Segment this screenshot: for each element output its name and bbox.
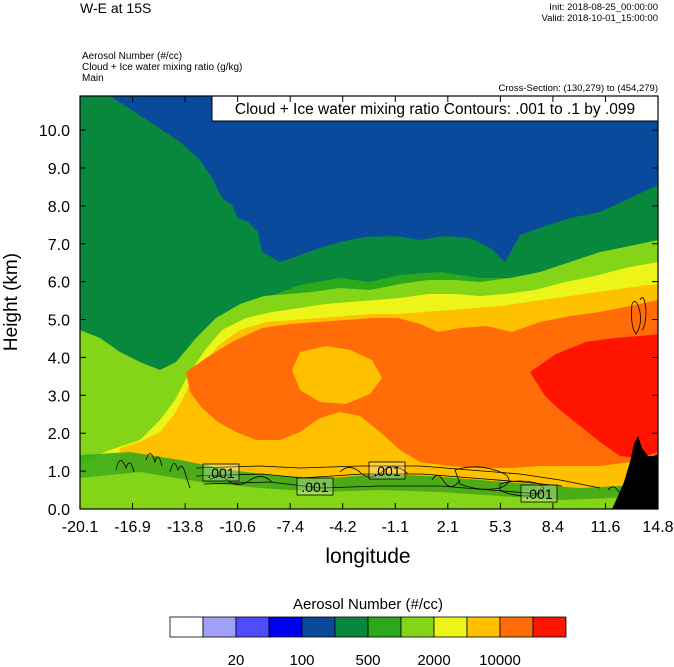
field-label-aerosol: Aerosol Number (#/cc) [82, 51, 183, 62]
valid-time: Valid: 2018-10-01_15:00:00 [541, 13, 658, 24]
colorbar-labels: 20 100 500 2000 10000 [228, 652, 521, 667]
cloud-contours [115, 297, 647, 499]
x-tick-label: 8.4 [542, 519, 564, 536]
contour-info-box [211, 95, 659, 122]
contour-label-box-4 [520, 484, 558, 503]
colorbar-swatch [400, 616, 435, 638]
field-orange [186, 300, 658, 468]
colorbar-swatch [235, 616, 270, 638]
colorbar-swatch [532, 616, 567, 638]
field-label-cloud: Cloud + Ice water mixing ratio (g/kg) [82, 62, 243, 73]
colorbar-swatch [367, 616, 402, 638]
x-tick-label: 14.8 [642, 519, 673, 536]
y-tick-label: 6.0 [48, 275, 70, 292]
chart-title: W-E at 15S [80, 0, 152, 16]
y-axis-label: Height (km) [1, 253, 22, 351]
colorbar-swatch [499, 616, 534, 638]
field-lime-surface [80, 472, 658, 509]
field-gold-pocket [292, 346, 382, 404]
y-tick-label: 10.0 [39, 123, 70, 140]
colorbar-swatch [169, 616, 204, 638]
colorbar-swatch [301, 616, 336, 638]
x-tick-label: -20.1 [62, 519, 99, 536]
y-axis: 0.0 1.0 2.0 3.0 4.0 5.0 6.0 7.0 8.0 9.0 10.0 [39, 123, 658, 519]
y-tick-label: 2.0 [48, 426, 70, 443]
y-tick-label: 4.0 [48, 350, 70, 367]
x-axis-label: longitude [325, 545, 410, 568]
y-tick-label: 7.0 [48, 237, 70, 254]
contour-label-1: .001 [207, 465, 234, 481]
colorbar-label: 100 [289, 652, 314, 667]
contour-label-boxes: .001 .001 .001 .001 [202, 461, 558, 503]
field-darkblue [110, 96, 658, 262]
colorbar-swatch [334, 616, 369, 638]
colorbar [169, 616, 567, 638]
cross-section-label: Cross-Section: (130,279) to (454,279) [498, 83, 658, 94]
y-tick-label: 5.0 [48, 313, 70, 330]
heatmap-plot [80, 96, 658, 509]
x-tick-label: 11.6 [590, 519, 620, 536]
x-axis: -20.1 -16.9 -13.8 -10.6 -7.4 -4.2 -1.1 2.1 5.3 8.… [62, 96, 674, 536]
colorbar-label: 20 [228, 652, 245, 667]
colorbar-title: Aerosol Number (#/cc) [293, 596, 443, 613]
x-tick-label: -4.2 [329, 519, 357, 536]
plot-frame [79, 95, 659, 510]
x-tick-label: -7.4 [276, 519, 304, 536]
y-tick-label: 8.0 [48, 199, 70, 216]
y-tick-label: 1.0 [48, 464, 70, 481]
colorbar-label: 2000 [417, 652, 450, 667]
field-label-main: Main [82, 73, 104, 84]
colorbar-label: 10000 [479, 652, 521, 667]
contour-label-2: .001 [301, 479, 328, 495]
contour-label-box-2 [296, 477, 334, 496]
y-tick-label: 9.0 [48, 161, 70, 178]
x-tick-label: 5.3 [489, 519, 511, 536]
field-red [530, 334, 658, 458]
colorbar-swatch [202, 616, 237, 638]
colorbar-swatch [466, 616, 501, 638]
x-tick-label: -1.1 [381, 519, 409, 536]
colorbar-label: 500 [355, 652, 380, 667]
colorbar-swatch [433, 616, 468, 638]
contour-label-4: .001 [525, 486, 552, 502]
x-tick-label: -16.9 [114, 519, 151, 536]
terrain [612, 436, 658, 509]
y-tick-label: 3.0 [48, 388, 70, 405]
x-tick-label: -13.8 [167, 519, 204, 536]
contour-label-box-1 [202, 463, 240, 482]
y-tick-label: 0.0 [48, 502, 70, 519]
contour-label-box-3 [368, 461, 406, 480]
init-time: Init: 2018-08-25_00:00:00 [549, 2, 658, 13]
colorbar-swatch [268, 616, 303, 638]
x-tick-label: -10.6 [219, 519, 256, 536]
contour-label-3: .001 [373, 463, 400, 479]
contour-info-text: Cloud + Ice water mixing ratio Contours:… [235, 101, 635, 118]
x-tick-label: 2.1 [437, 519, 459, 536]
